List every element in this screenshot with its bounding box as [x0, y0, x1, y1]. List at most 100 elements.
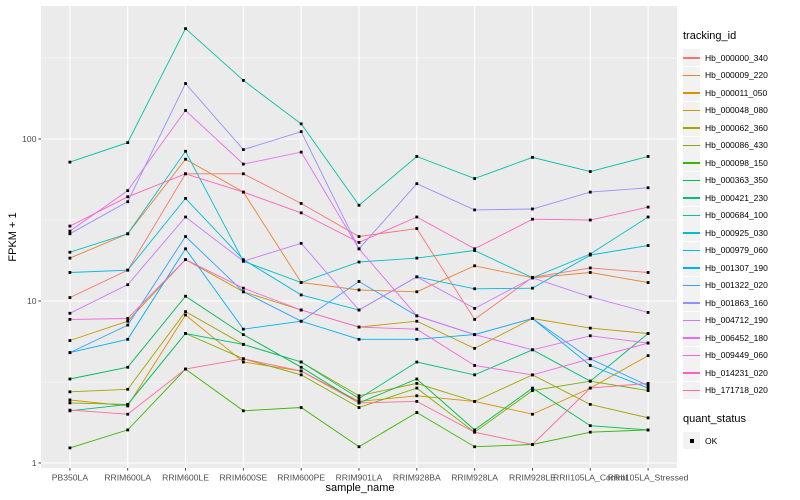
data-point: [588, 357, 592, 361]
data-point: [473, 400, 477, 403]
data-point: [299, 211, 303, 215]
data-point: [646, 341, 650, 345]
data-point: [68, 339, 72, 342]
data-point: [126, 412, 130, 416]
data-point: [68, 250, 72, 254]
data-point: [357, 445, 361, 449]
data-point: [184, 82, 187, 85]
data-point: [531, 412, 534, 416]
data-point: [68, 317, 72, 321]
y-tick-label: 100: [22, 134, 37, 144]
data-point: [646, 428, 650, 432]
data-point: [588, 253, 592, 257]
data-point: [241, 342, 245, 346]
data-point: [531, 373, 534, 377]
data-point: [299, 122, 303, 126]
data-point: [415, 381, 419, 385]
data-point: [357, 235, 361, 238]
data-point: [68, 232, 72, 236]
legend-line-swatch: [683, 337, 700, 339]
data-point: [588, 170, 592, 173]
legend-key: [683, 49, 700, 67]
x-tick-label: RRIM928BA: [393, 473, 441, 483]
data-point: [299, 281, 303, 284]
legend-line-swatch: [683, 57, 700, 59]
data-point: [68, 296, 72, 299]
data-point: [646, 354, 650, 358]
data-point: [126, 323, 130, 327]
data-point: [184, 172, 187, 176]
data-point: [415, 155, 419, 158]
x-tick-label: RRIM928LE: [509, 473, 556, 483]
legend-item-label: Hb_009449_060: [705, 350, 768, 361]
data-point: [299, 319, 303, 323]
data-point: [126, 232, 130, 236]
legend-key: [683, 346, 700, 364]
data-point: [646, 186, 650, 190]
legend-key: [683, 66, 700, 84]
data-point: [415, 386, 419, 390]
data-point: [473, 208, 477, 212]
data-point: [357, 247, 361, 251]
legend-item-Hb_004712_190: Hb_004712_190: [683, 311, 798, 330]
legend-item-label: Hb_000009_220: [705, 70, 768, 81]
data-point: [241, 327, 245, 331]
data-point: [184, 196, 187, 200]
data-point: [299, 130, 303, 134]
data-point: [588, 266, 592, 270]
legend-key: [683, 329, 700, 347]
legend-item-label: Hb_000684_100: [705, 210, 768, 221]
legend-line-swatch: [683, 372, 700, 374]
legend-line-swatch: [683, 109, 700, 112]
legend-key: [683, 101, 700, 119]
data-point: [473, 249, 477, 252]
legend-key: [683, 224, 700, 242]
data-point: [68, 271, 72, 274]
data-point: [184, 313, 187, 317]
data-point: [531, 286, 534, 290]
data-point: [415, 215, 419, 219]
y-tick-label: 10: [27, 296, 37, 306]
data-point: [357, 308, 361, 312]
x-tick-label: RRIM600PE: [277, 473, 325, 483]
data-point: [588, 430, 592, 434]
legend-item-label: Hb_000979_060: [705, 245, 768, 256]
data-point: [241, 259, 245, 263]
data-point: [588, 364, 592, 367]
legend-item-ok: OK: [683, 432, 798, 450]
data-point: [588, 295, 592, 299]
legend-item-Hb_000979_060: Hb_000979_060: [683, 241, 798, 260]
data-point: [68, 160, 72, 164]
data-point: [588, 379, 592, 383]
legend-item-label: Hb_000011_050: [705, 87, 768, 98]
legend-key: [683, 381, 700, 399]
data-point: [473, 307, 477, 310]
data-point: [184, 367, 187, 371]
data-point: [299, 202, 303, 205]
data-point: [184, 109, 187, 112]
data-point: [184, 310, 187, 314]
data-point: [68, 377, 72, 381]
data-point: [646, 416, 650, 420]
data-point: [646, 281, 650, 284]
data-point: [531, 276, 534, 280]
data-point: [68, 446, 72, 450]
data-point: [415, 327, 419, 331]
legend-item-Hb_000009_220: Hb_000009_220: [683, 66, 798, 85]
data-point: [241, 79, 245, 82]
data-point: [473, 346, 477, 350]
data-point: [531, 348, 534, 352]
data-point: [241, 190, 245, 194]
legend-item-label: Hb_000098_150: [705, 157, 768, 168]
data-point: [126, 283, 130, 287]
legend-item-label: Hb_000062_360: [705, 122, 768, 133]
data-point: [299, 241, 303, 245]
data-point: [357, 394, 361, 398]
data-point: [415, 314, 419, 318]
data-point: [415, 319, 419, 323]
data-point: [473, 333, 477, 337]
data-point: [588, 326, 592, 330]
data-point: [646, 155, 650, 158]
legend-line-swatch: [683, 267, 700, 269]
data-point: [357, 400, 361, 403]
